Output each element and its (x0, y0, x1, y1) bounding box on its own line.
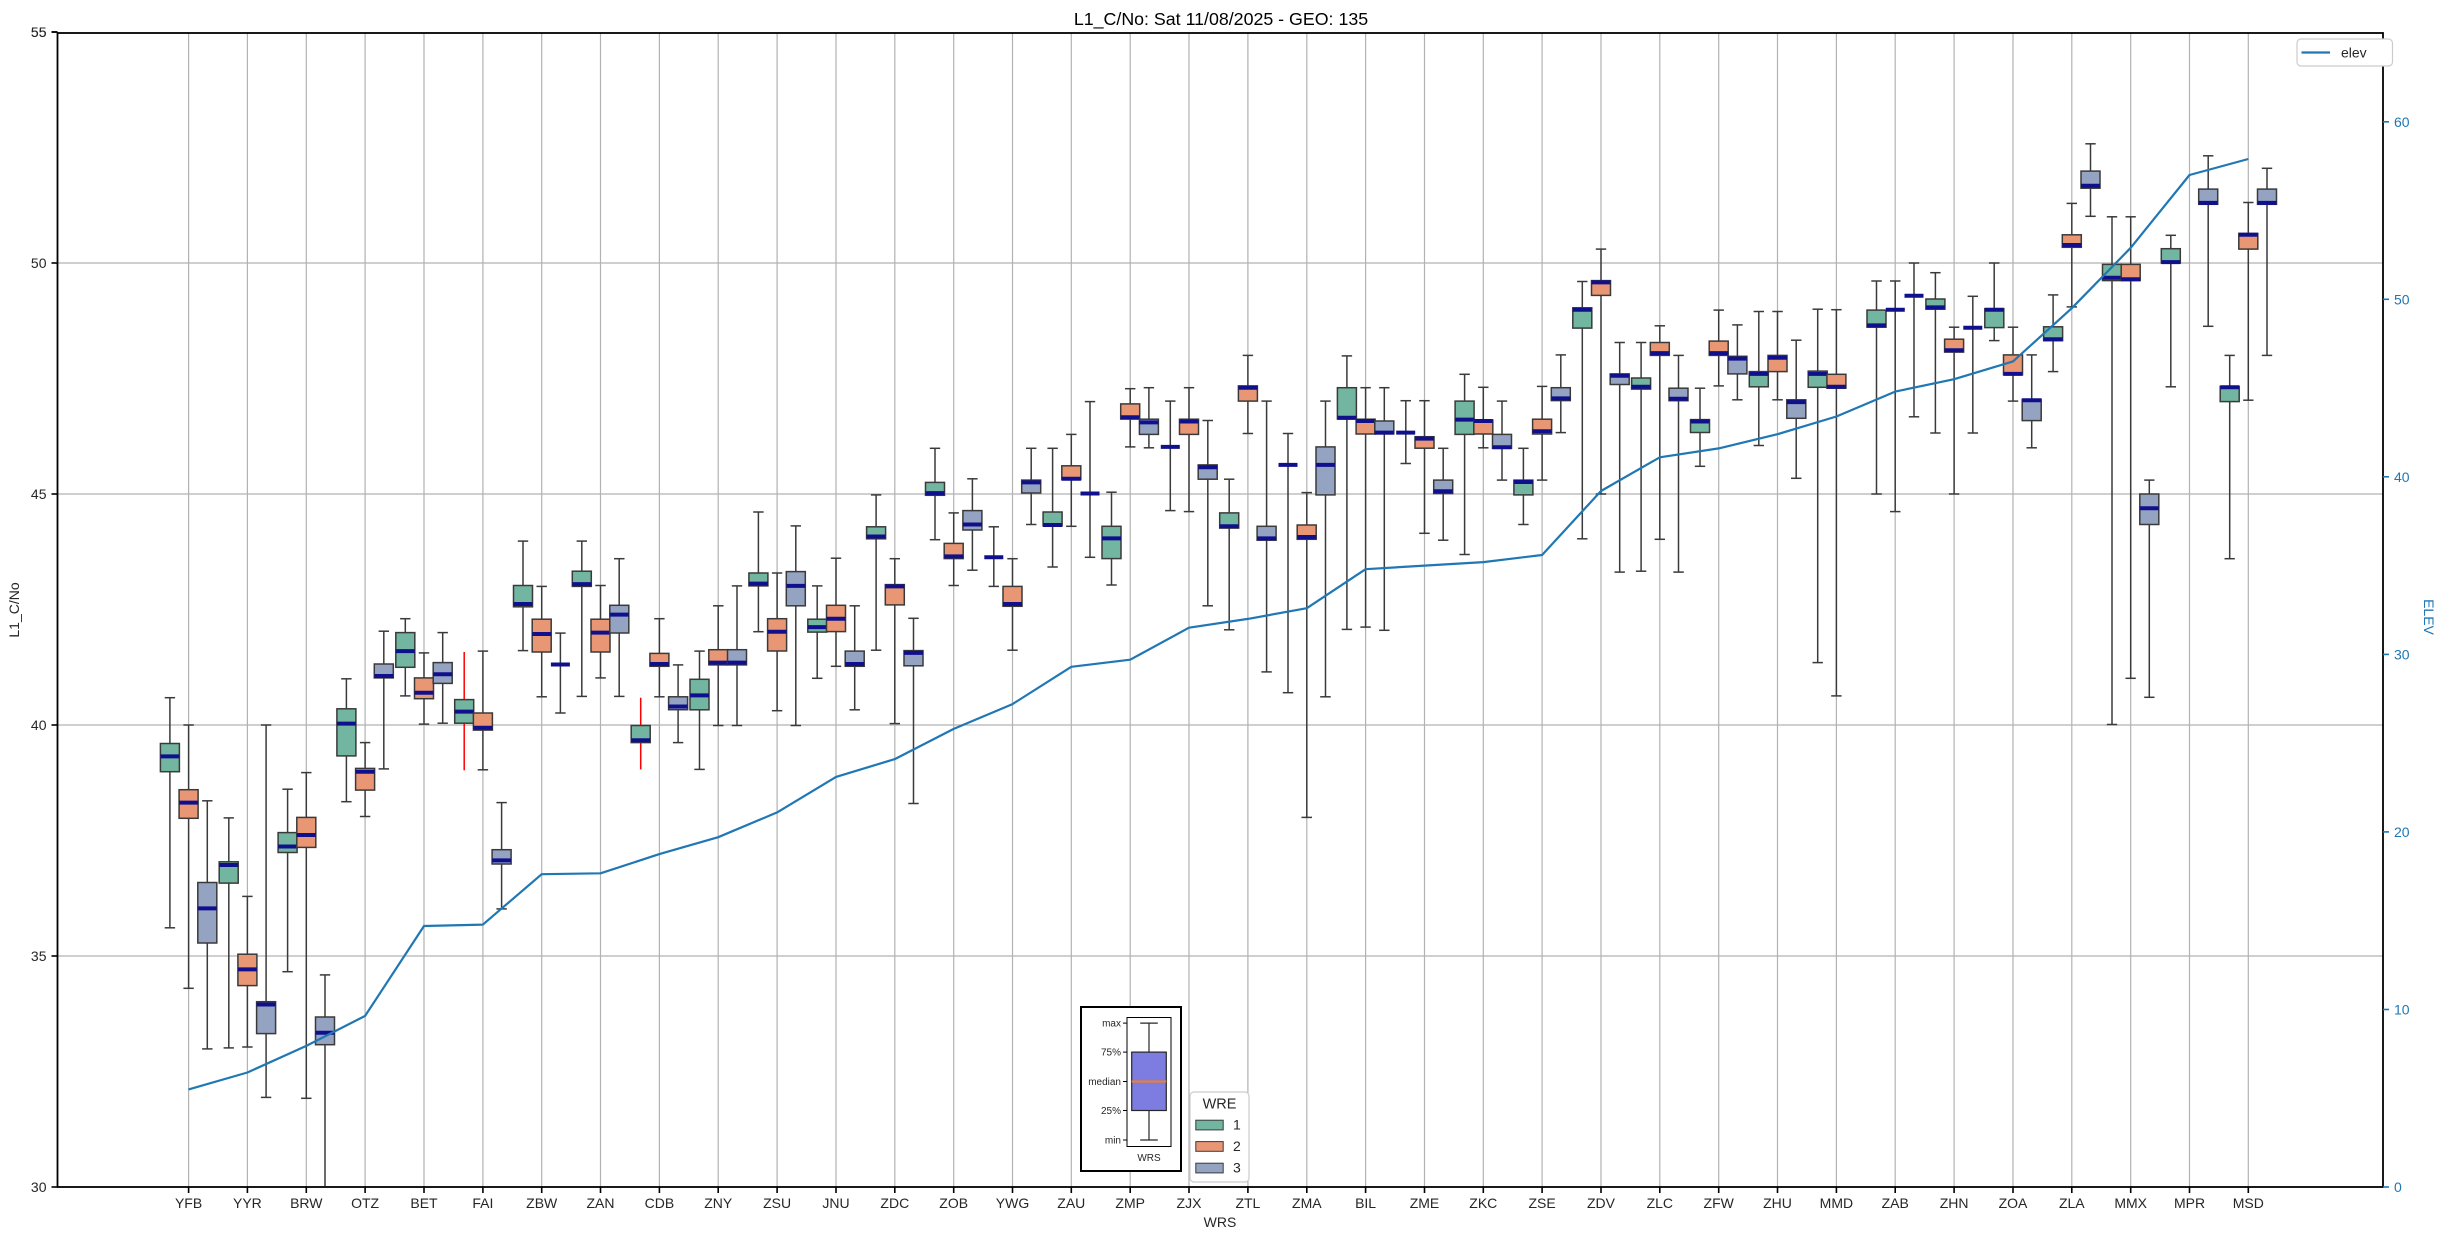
svg-text:ZMA: ZMA (1292, 1195, 1322, 1211)
svg-text:WRS: WRS (1204, 1214, 1237, 1230)
svg-text:ZHN: ZHN (1940, 1195, 1969, 1211)
svg-text:ZDV: ZDV (1587, 1195, 1616, 1211)
svg-text:L1_C/No: Sat 11/08/2025 - GEO:: L1_C/No: Sat 11/08/2025 - GEO: 135 (1074, 9, 1368, 30)
svg-text:40: 40 (2394, 469, 2410, 485)
svg-text:ZLC: ZLC (1647, 1195, 1673, 1211)
svg-text:ELEV: ELEV (2421, 599, 2437, 635)
svg-text:55: 55 (31, 24, 47, 40)
svg-text:20: 20 (2394, 824, 2410, 840)
svg-text:MMD: MMD (1820, 1195, 1853, 1211)
svg-text:median: median (1088, 1077, 1121, 1088)
svg-text:max: max (1102, 1019, 1121, 1030)
svg-text:ZME: ZME (1410, 1195, 1440, 1211)
svg-text:MPR: MPR (2174, 1195, 2205, 1211)
svg-text:30: 30 (2394, 646, 2410, 662)
svg-text:MMX: MMX (2114, 1195, 2147, 1211)
svg-text:ZOA: ZOA (1999, 1195, 2028, 1211)
svg-text:ZAN: ZAN (587, 1195, 615, 1211)
svg-text:50: 50 (2394, 291, 2410, 307)
svg-text:1: 1 (1233, 1116, 1241, 1132)
svg-text:60: 60 (2394, 114, 2410, 130)
svg-text:CDB: CDB (645, 1195, 675, 1211)
svg-text:L1_C/No: L1_C/No (6, 582, 22, 637)
svg-text:ZJX: ZJX (1177, 1195, 1203, 1211)
svg-text:MSD: MSD (2233, 1195, 2264, 1211)
svg-text:55: 55 (31, 24, 47, 40)
svg-text:10: 10 (2394, 1002, 2410, 1018)
svg-text:ZAU: ZAU (1057, 1195, 1085, 1211)
svg-text:ZSU: ZSU (763, 1195, 791, 1211)
svg-text:YFB: YFB (175, 1195, 202, 1211)
svg-text:YWG: YWG (996, 1195, 1029, 1211)
svg-text:3: 3 (1233, 1159, 1241, 1175)
svg-text:YYR: YYR (233, 1195, 262, 1211)
svg-text:45: 45 (31, 486, 47, 502)
svg-text:ZKC: ZKC (1469, 1195, 1497, 1211)
svg-text:25%: 25% (1101, 1106, 1121, 1117)
svg-text:2: 2 (1233, 1138, 1241, 1154)
svg-text:ZAB: ZAB (1882, 1195, 1909, 1211)
svg-text:ZBW: ZBW (526, 1195, 558, 1211)
svg-text:ZLA: ZLA (2059, 1195, 2085, 1211)
svg-text:JNU: JNU (822, 1195, 849, 1211)
svg-text:FAI: FAI (472, 1195, 493, 1211)
svg-text:BRW: BRW (290, 1195, 323, 1211)
svg-text:BET: BET (410, 1195, 438, 1211)
svg-text:BIL: BIL (1355, 1195, 1376, 1211)
svg-text:75%: 75% (1101, 1048, 1121, 1059)
svg-text:ZDC: ZDC (880, 1195, 909, 1211)
svg-text:40: 40 (31, 717, 47, 733)
svg-text:WRS: WRS (1137, 1153, 1161, 1164)
svg-text:min: min (1105, 1136, 1121, 1147)
svg-text:OTZ: OTZ (351, 1195, 379, 1211)
svg-text:ZHU: ZHU (1763, 1195, 1792, 1211)
svg-text:30: 30 (31, 1179, 47, 1195)
svg-text:50: 50 (31, 255, 47, 271)
svg-text:0: 0 (2394, 1179, 2402, 1195)
svg-text:ZFW: ZFW (1704, 1195, 1735, 1211)
svg-text:WRE: WRE (1203, 1097, 1237, 1113)
svg-text:ZNY: ZNY (704, 1195, 733, 1211)
svg-text:ZOB: ZOB (939, 1195, 968, 1211)
svg-text:ZSE: ZSE (1528, 1195, 1555, 1211)
svg-text:elev: elev (2341, 45, 2367, 61)
svg-text:ZMP: ZMP (1115, 1195, 1145, 1211)
svg-text:ZTL: ZTL (1235, 1195, 1260, 1211)
svg-text:35: 35 (31, 948, 47, 964)
